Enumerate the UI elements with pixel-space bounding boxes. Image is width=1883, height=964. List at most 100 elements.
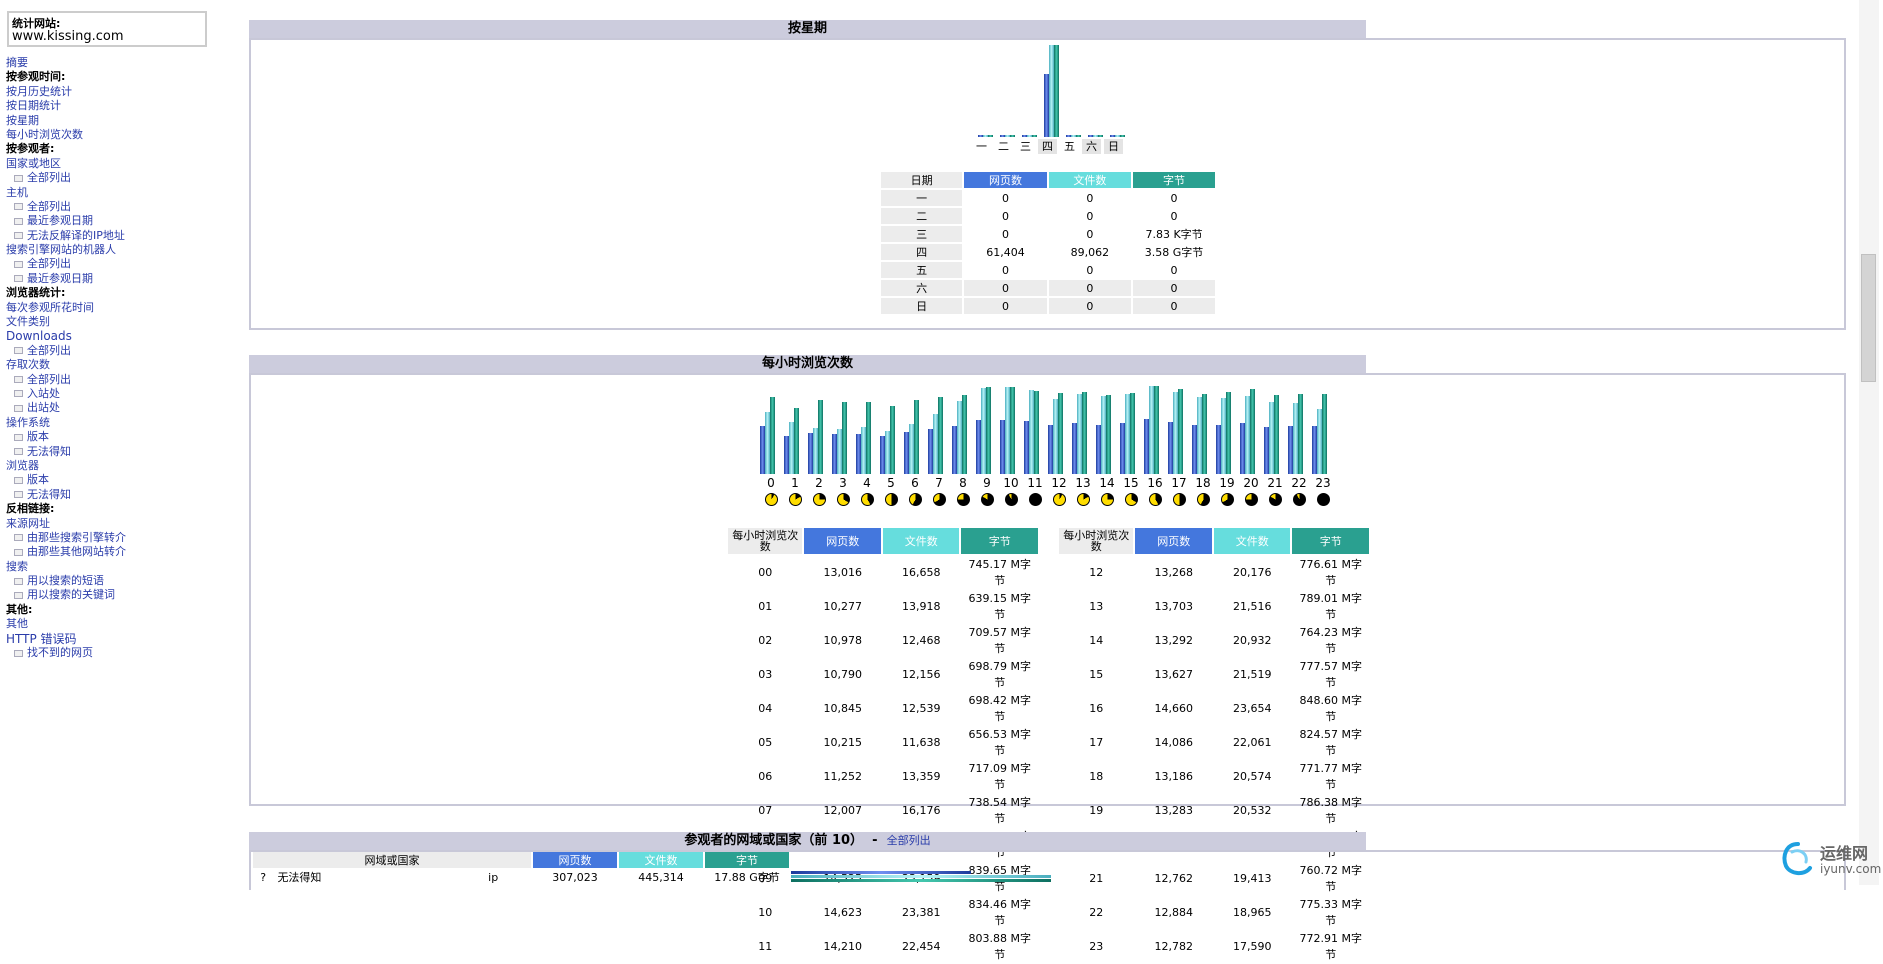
sidebar-subitem[interactable]: 全部列出 <box>6 257 226 271</box>
sidebar-item[interactable]: 按星期 <box>6 114 226 128</box>
weekday-section-title: 按星期 <box>249 20 1366 38</box>
table-row: 23 12,782 17,590 772.91 M字节 <box>1059 930 1369 962</box>
hourly-cell-pages: 13,268 <box>1154 565 1193 579</box>
hourly-bar-pages <box>1264 426 1269 474</box>
sidebar-item-label: 最近参观日期 <box>27 271 93 285</box>
sidebar-item[interactable]: 操作系统 <box>6 416 226 430</box>
sidebar-item-label: 全部列出 <box>27 257 71 271</box>
sidebar-item[interactable]: 存取次数 <box>6 358 226 372</box>
sidebar-subitem[interactable]: 无法反解译的IP地址 <box>6 229 226 243</box>
hourly-axis-label: 21 <box>1267 476 1283 490</box>
bullet-icon <box>14 275 23 283</box>
table-row: 16 14,660 23,654 848.60 M字节 <box>1059 692 1369 724</box>
hourly-axis-label: 20 <box>1243 476 1259 490</box>
sidebar-subitem[interactable]: 找不到的网页 <box>6 646 226 660</box>
watermark-swirl-icon <box>1782 842 1812 875</box>
hourly-axis-label: 16 <box>1147 476 1163 490</box>
sidebar-subitem[interactable]: 全部列出 <box>6 373 226 387</box>
watermark-domain: iyunv.com <box>1820 862 1882 876</box>
sidebar-item-label: 最近参观日期 <box>27 214 93 228</box>
sidebar-item[interactable]: 国家或地区 <box>6 157 226 171</box>
domains-list-all-link[interactable]: 全部列出 <box>886 834 931 847</box>
scrollbar-thumb[interactable] <box>1861 254 1876 382</box>
weekday-cell-bytes: 0 <box>1133 298 1215 314</box>
sidebar-item[interactable]: 主机 <box>6 186 226 200</box>
hourly-axis-label: 11 <box>1027 476 1043 490</box>
sidebar-subitem[interactable]: 最近参观日期 <box>6 272 226 286</box>
hourly-cell-h: 16 <box>1089 701 1104 715</box>
weekday-section-frame <box>249 38 1846 330</box>
col-pages-header: 网页数 <box>1135 528 1212 554</box>
hourly-cell-h: 17 <box>1089 735 1104 749</box>
sidebar-item[interactable]: 摘要 <box>6 56 226 70</box>
sidebar-item[interactable]: 每次参观所花时间 <box>6 301 226 315</box>
table-row: 12 13,268 20,176 776.61 M字节 <box>1059 556 1369 588</box>
hourly-cell-pages: 13,292 <box>1154 633 1193 647</box>
hourly-bar-bytes <box>794 407 799 474</box>
sidebar-subitem[interactable]: 由那些其他网站转介 <box>6 545 226 559</box>
table-row: 11 14,210 22,454 803.88 M字节 <box>728 930 1038 962</box>
weekday-cell-day: 五 <box>881 262 963 278</box>
hourly-axis-label: 2 <box>815 476 823 490</box>
domain-bars <box>791 869 1195 885</box>
sidebar-subitem[interactable]: 最近参观日期 <box>6 214 226 228</box>
table-row: 二 0 0 0 <box>881 208 1215 224</box>
hourly-axis-label: 4 <box>863 476 871 490</box>
sidebar-subitem[interactable]: 由那些搜索引擎转介 <box>6 531 226 545</box>
sidebar-item[interactable]: HTTP 错误码 <box>6 632 226 646</box>
weekday-bar-bytes <box>1032 135 1037 137</box>
sidebar-subitem[interactable]: 全部列出 <box>6 344 226 358</box>
sidebar-item[interactable]: 来源网址 <box>6 517 226 531</box>
sidebar-item[interactable]: 搜索引擎网站的机器人 <box>6 243 226 257</box>
sidebar-item[interactable]: Downloads <box>6 329 226 343</box>
clock-icon <box>981 493 994 506</box>
hourly-bar-bytes <box>1106 394 1111 474</box>
hourly-cell-bytes: 848.60 M字节 <box>1299 694 1362 723</box>
hourly-cell-bytes: 639.15 M字节 <box>968 592 1031 621</box>
domain-bytes: 17.88 G字节 <box>714 871 780 884</box>
sidebar-item[interactable]: 按月历史统计 <box>6 85 226 99</box>
sidebar-subitem[interactable]: 用以搜索的关键词 <box>6 588 226 602</box>
hourly-cell-h: 13 <box>1089 599 1104 613</box>
sidebar-item-label: 来源网址 <box>6 516 50 530</box>
hourly-cell-pages: 14,660 <box>1154 701 1193 715</box>
sidebar-subitem[interactable]: 入站处 <box>6 387 226 401</box>
sidebar-subitem[interactable]: 版本 <box>6 473 226 487</box>
clock-icon <box>1293 493 1306 506</box>
sidebar-subitem[interactable]: 无法得知 <box>6 445 226 459</box>
hourly-bar-files <box>1245 396 1250 474</box>
page-scrollbar[interactable] <box>1859 0 1879 885</box>
table-row: 01 10,277 13,918 639.15 M字节 <box>728 590 1038 622</box>
sidebar-subitem[interactable]: 全部列出 <box>6 200 226 214</box>
sidebar-item[interactable]: 每小时浏览次数 <box>6 128 226 142</box>
hourly-cell-h: 10 <box>758 905 773 919</box>
sidebar-item[interactable]: 其他 <box>6 617 226 631</box>
sidebar-item[interactable]: 按日期统计 <box>6 99 226 113</box>
weekday-axis-label: 四 <box>1038 139 1057 154</box>
sidebar-item-label: 全部列出 <box>27 171 71 185</box>
sidebar-subitem[interactable]: 用以搜索的短语 <box>6 574 226 588</box>
sidebar-item[interactable]: 浏览器 <box>6 459 226 473</box>
clock-icon <box>1197 493 1210 506</box>
sidebar-subitem[interactable]: 全部列出 <box>6 171 226 185</box>
hourly-cell-bytes: 772.91 M字节 <box>1299 932 1362 961</box>
hourly-cell-files: 16,176 <box>901 803 941 817</box>
sidebar-item[interactable]: 文件类别 <box>6 315 226 329</box>
hourly-bar-bytes <box>914 399 919 474</box>
bullet-icon <box>14 260 23 268</box>
hourly-axis-label: 13 <box>1075 476 1091 490</box>
domains-separator: - <box>872 833 878 848</box>
sidebar-subitem[interactable]: 出站处 <box>6 401 226 415</box>
hourly-bar-files <box>1101 396 1106 474</box>
weekday-bar-bytes <box>1098 135 1103 137</box>
hourly-cell-files: 23,381 <box>901 905 941 919</box>
sidebar-item[interactable]: 搜索 <box>6 560 226 574</box>
sidebar-subitem[interactable]: 无法得知 <box>6 488 226 502</box>
sidebar-subitem[interactable]: 版本 <box>6 430 226 444</box>
hourly-cell-pages: 13,283 <box>1154 803 1193 817</box>
hourly-bar-bytes <box>1202 393 1207 474</box>
weekday-bar-pages <box>1044 73 1049 137</box>
domains-table-header: 网域或国家 网页数 文件数 字节 <box>253 852 1195 868</box>
col-bytes-header: 字节 <box>705 852 789 868</box>
